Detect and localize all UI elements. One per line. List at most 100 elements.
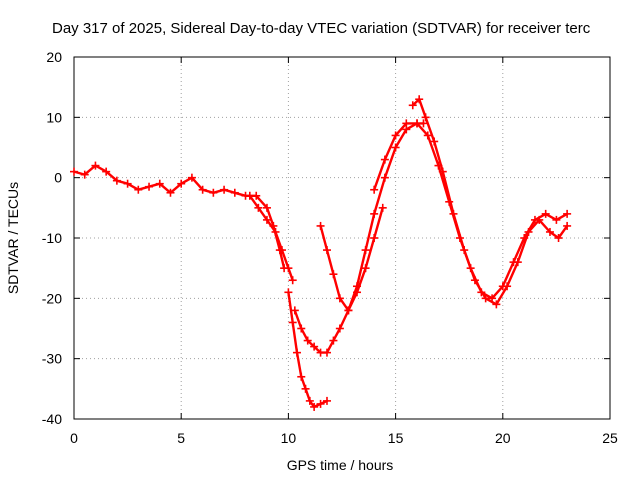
data-point bbox=[187, 173, 196, 182]
x-tick-label: 15 bbox=[388, 430, 404, 446]
data-point bbox=[155, 179, 164, 188]
data-point bbox=[322, 246, 331, 255]
data-point bbox=[166, 188, 175, 197]
data-point bbox=[378, 203, 387, 212]
series-track-f bbox=[370, 119, 572, 303]
data-point bbox=[391, 131, 400, 140]
data-point bbox=[301, 384, 310, 393]
data-point bbox=[413, 119, 422, 128]
data-point bbox=[134, 185, 143, 194]
series-track-b bbox=[245, 191, 297, 285]
data-point bbox=[380, 173, 389, 182]
data-point bbox=[361, 246, 370, 255]
data-point bbox=[284, 288, 293, 297]
series-layer bbox=[70, 95, 572, 411]
y-axis-label: SDTVAR / TECUs bbox=[5, 182, 21, 294]
data-point bbox=[91, 161, 100, 170]
data-point bbox=[335, 294, 344, 303]
data-point bbox=[292, 348, 301, 357]
series-track-g bbox=[408, 95, 572, 309]
data-point bbox=[402, 119, 411, 128]
data-point bbox=[513, 258, 522, 267]
data-point bbox=[408, 101, 417, 110]
data-point bbox=[423, 131, 432, 140]
data-point bbox=[552, 215, 561, 224]
data-point bbox=[503, 282, 512, 291]
data-point bbox=[303, 336, 312, 345]
data-point bbox=[563, 221, 572, 230]
y-tick-label: -40 bbox=[42, 411, 62, 427]
x-tick-label: 25 bbox=[602, 430, 618, 446]
data-point bbox=[460, 246, 469, 255]
data-point bbox=[254, 203, 263, 212]
data-point bbox=[361, 264, 370, 273]
series-line bbox=[72, 164, 286, 270]
data-point bbox=[112, 176, 121, 185]
data-point bbox=[563, 209, 572, 218]
data-point bbox=[145, 182, 154, 191]
data-point bbox=[370, 234, 379, 242]
data-point bbox=[524, 227, 533, 236]
data-point bbox=[245, 191, 254, 200]
series-line bbox=[411, 98, 569, 306]
data-point bbox=[481, 294, 490, 303]
data-point bbox=[262, 215, 271, 224]
data-point bbox=[102, 167, 111, 176]
y-tick-label: 10 bbox=[46, 109, 62, 125]
series-track-c bbox=[284, 288, 331, 411]
data-point bbox=[70, 167, 78, 176]
ticks: 0 5 10 15 20 25 -40 -30 -20 -10 0 10 20 bbox=[42, 49, 618, 446]
data-point bbox=[492, 300, 501, 309]
data-point bbox=[297, 372, 306, 381]
data-point bbox=[449, 209, 458, 218]
data-point bbox=[316, 399, 325, 408]
data-point bbox=[470, 276, 479, 285]
data-point bbox=[322, 396, 331, 405]
data-point bbox=[80, 170, 89, 179]
grid bbox=[74, 57, 610, 419]
data-point bbox=[288, 276, 297, 285]
data-point bbox=[123, 179, 132, 188]
data-point bbox=[322, 348, 331, 357]
data-point bbox=[329, 336, 338, 345]
data-point bbox=[305, 396, 314, 405]
series-line bbox=[319, 122, 425, 312]
data-point bbox=[353, 282, 362, 291]
data-point bbox=[277, 246, 286, 255]
series-track-e bbox=[316, 119, 428, 315]
data-point bbox=[391, 143, 400, 152]
data-point bbox=[541, 209, 550, 218]
x-tick-label: 5 bbox=[177, 430, 185, 446]
data-point bbox=[545, 227, 554, 236]
y-tick-label: -10 bbox=[42, 230, 62, 246]
data-point bbox=[262, 203, 271, 212]
data-point bbox=[230, 188, 239, 197]
y-tick-label: -20 bbox=[42, 290, 62, 306]
data-point bbox=[271, 227, 280, 236]
data-point bbox=[554, 234, 563, 242]
data-point bbox=[335, 324, 344, 333]
data-point bbox=[370, 209, 379, 218]
data-point bbox=[535, 215, 544, 224]
data-point bbox=[297, 324, 306, 333]
y-tick-label: 0 bbox=[54, 170, 62, 186]
data-point bbox=[316, 221, 325, 230]
x-tick-label: 10 bbox=[281, 430, 297, 446]
data-point bbox=[344, 306, 353, 315]
x-axis-label: GPS time / hours bbox=[287, 457, 394, 473]
chart-title: Day 317 of 2025, Sidereal Day-to-day VTE… bbox=[52, 20, 591, 37]
data-point bbox=[370, 185, 379, 194]
x-tick-label: 0 bbox=[70, 430, 78, 446]
data-point bbox=[430, 137, 439, 146]
series-track-a bbox=[70, 161, 289, 273]
y-tick-label: 20 bbox=[46, 49, 62, 65]
data-point bbox=[310, 402, 319, 411]
data-point bbox=[220, 185, 229, 194]
series-track-d bbox=[290, 203, 387, 357]
data-point bbox=[209, 188, 218, 197]
data-point bbox=[290, 306, 299, 315]
x-tick-label: 20 bbox=[495, 430, 511, 446]
data-point bbox=[421, 113, 430, 122]
data-point bbox=[198, 185, 207, 194]
